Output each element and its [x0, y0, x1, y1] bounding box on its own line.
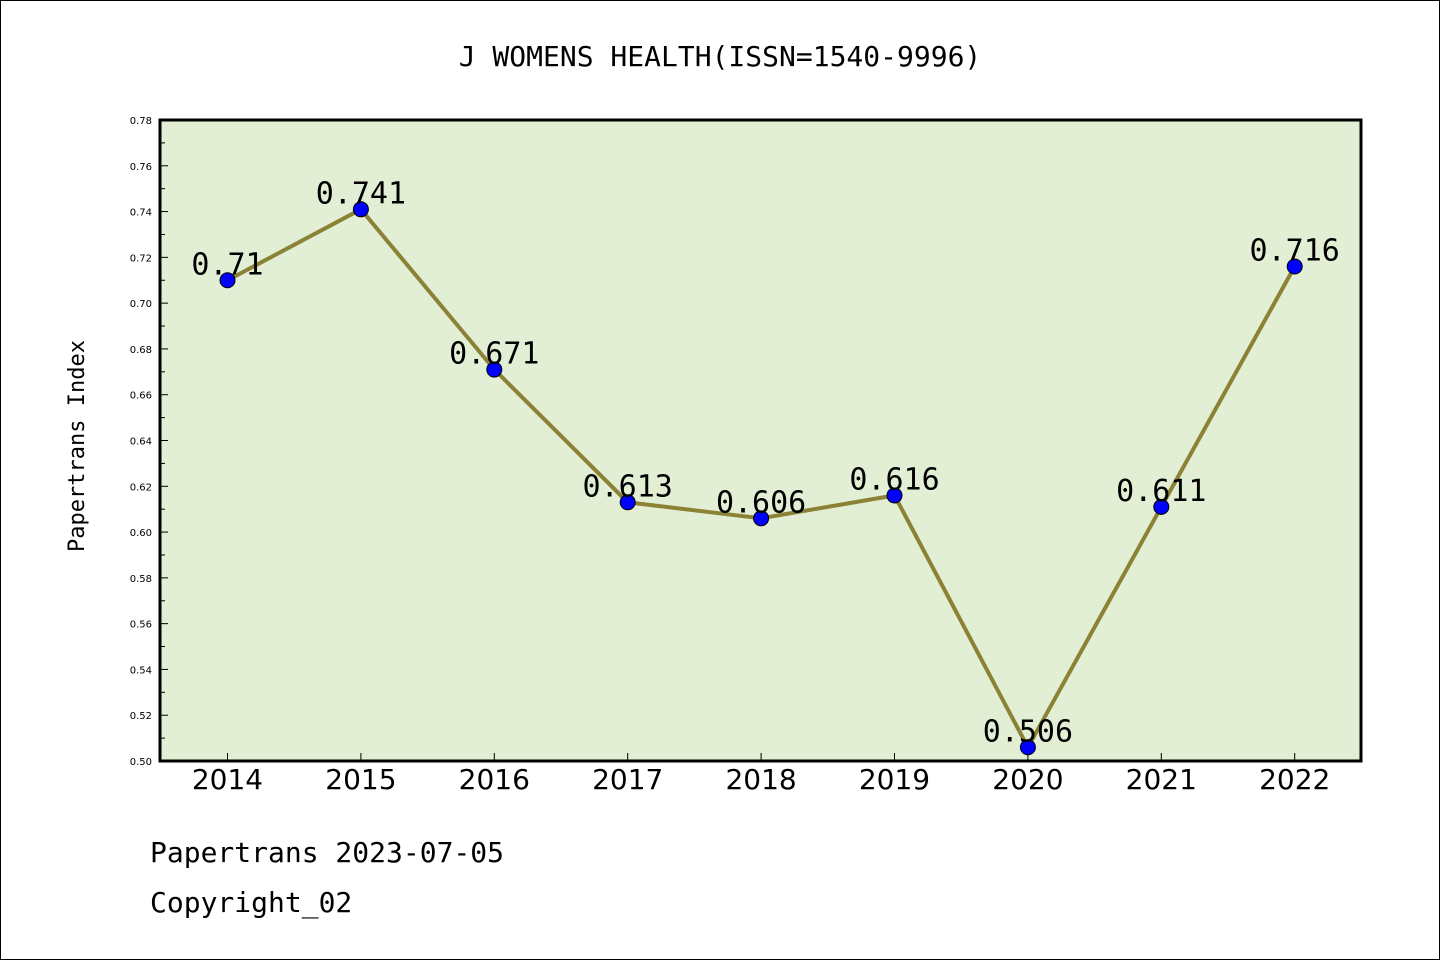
data-point-marker — [219, 272, 236, 289]
footer-date-line: Papertrans 2023-07-05 — [150, 836, 505, 869]
data-point-marker — [352, 201, 369, 218]
x-tick-label: 2016 — [459, 763, 530, 796]
y-tick-label: 0.56 — [130, 620, 152, 631]
chart-title: J WOMENS HEALTH(ISSN=1540-9996) — [459, 40, 982, 73]
y-tick-label: 0.66 — [130, 391, 152, 402]
x-tick-label: 2019 — [859, 763, 930, 796]
x-tick-label: 2022 — [1259, 763, 1330, 796]
y-tick-label: 0.54 — [130, 665, 152, 676]
y-tick-label: 0.74 — [130, 208, 152, 219]
x-tick-label: 2014 — [192, 763, 263, 796]
y-tick-label: 0.78 — [130, 116, 152, 127]
data-label: 0.741 — [316, 176, 406, 211]
data-label: 0.671 — [449, 337, 539, 372]
y-tick-label: 0.76 — [130, 162, 152, 173]
y-tick-label: 0.62 — [130, 482, 152, 493]
data-point-marker — [486, 361, 503, 378]
footer-copyright: Copyright_02 — [150, 886, 353, 919]
x-tick-label: 2015 — [325, 763, 396, 796]
y-tick-label: 0.58 — [130, 574, 152, 585]
y-tick-label: 0.60 — [130, 528, 152, 539]
x-axis-ticks: 2014 2015 2016 2017 2018 2019 2020 2021 2022 — [192, 753, 1330, 796]
y-tick-label: 0.50 — [130, 757, 152, 768]
data-label: 0.506 — [983, 714, 1073, 749]
data-label-layer: 0.71 0.741 0.671 0.613 0.606 0.616 0.506 0.611 0… — [191, 176, 1339, 749]
y-axis-ticks: 0.50 0.52 0.54 0.56 0.58 0.60 0.62 0.64 0.66 0.68… — [130, 116, 168, 768]
data-label: 0.606 — [716, 485, 806, 520]
y-tick-label: 0.68 — [130, 345, 152, 356]
data-point-marker — [619, 494, 636, 511]
x-tick-label: 2017 — [592, 763, 663, 796]
data-point-marker — [753, 510, 770, 527]
y-axis-label: Papertrans Index — [65, 340, 90, 552]
y-tick-label: 0.72 — [130, 253, 152, 264]
data-label: 0.616 — [849, 462, 939, 497]
data-point-marker — [1286, 258, 1303, 275]
data-point-marker — [886, 487, 903, 504]
series-layer — [219, 201, 1303, 756]
y-tick-label: 0.52 — [130, 711, 152, 722]
data-label: 0.611 — [1116, 474, 1206, 509]
data-label: 0.71 — [191, 247, 263, 282]
data-point-marker — [1153, 498, 1170, 515]
x-tick-label: 2018 — [725, 763, 796, 796]
x-tick-label: 2020 — [992, 763, 1063, 796]
plot-area — [158, 118, 1363, 763]
y-tick-label: 0.64 — [130, 437, 152, 448]
y-tick-label: 0.70 — [130, 299, 152, 310]
data-point-marker — [1019, 739, 1036, 756]
data-label: 0.716 — [1250, 234, 1340, 269]
data-label: 0.613 — [583, 469, 673, 504]
x-tick-label: 2021 — [1126, 763, 1197, 796]
